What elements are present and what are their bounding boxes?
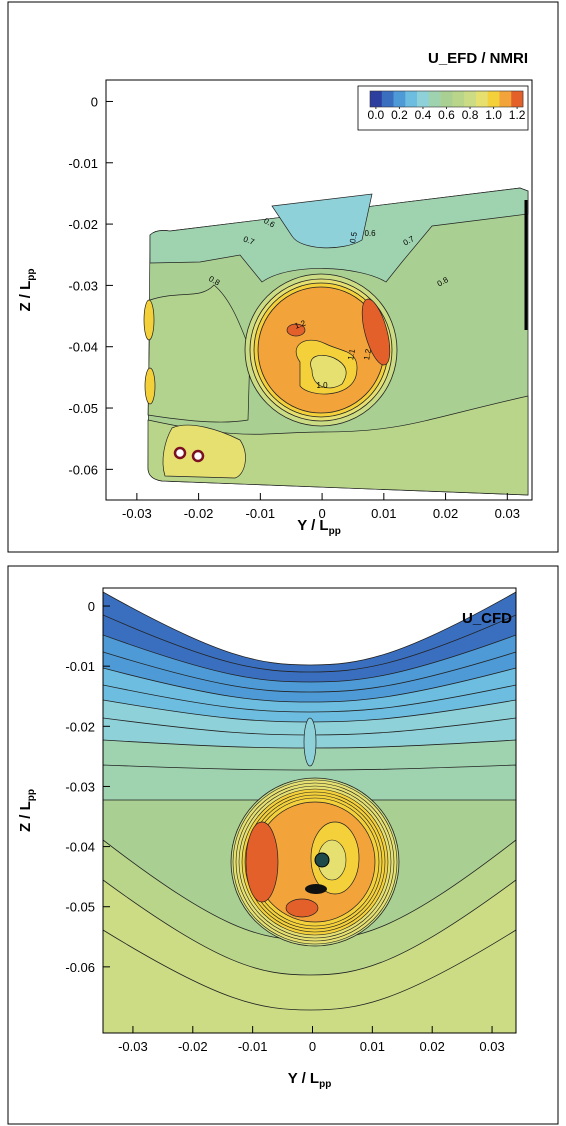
x-tick-label: -0.01 bbox=[246, 506, 276, 521]
contour-region bbox=[286, 323, 306, 337]
y-axis-label: Z / Lpp bbox=[17, 268, 37, 311]
chart-title: U_EFD / NMRI bbox=[428, 50, 528, 67]
x-tick-label: -0.01 bbox=[238, 1039, 268, 1054]
contour-region bbox=[245, 821, 279, 903]
contour-label: 0.5 bbox=[348, 231, 359, 244]
contour-field bbox=[143, 187, 529, 496]
y-tick-label: -0.01 bbox=[65, 659, 95, 674]
y-tick-label: -0.04 bbox=[65, 840, 95, 855]
colorbar-swatch bbox=[499, 91, 512, 107]
y-tick-label: 0 bbox=[88, 599, 95, 614]
x-tick-label: -0.02 bbox=[178, 1039, 208, 1054]
x-axis-label-text: Y / L bbox=[288, 1070, 319, 1087]
x-axis-label-subscript: pp bbox=[319, 1079, 331, 1090]
contour-region bbox=[144, 367, 156, 405]
contour-region bbox=[143, 299, 155, 341]
contour-label: 0.7 bbox=[242, 235, 256, 247]
x-tick-label: 0.01 bbox=[360, 1039, 385, 1054]
x-axis-label: Y / Lpp bbox=[288, 1070, 332, 1090]
colorbar-swatch bbox=[511, 91, 524, 107]
x-tick-label: -0.03 bbox=[122, 506, 152, 521]
contour-region bbox=[103, 929, 516, 1033]
y-tick-label: -0.05 bbox=[65, 900, 95, 915]
y-tick-label: -0.03 bbox=[68, 278, 98, 293]
y-axis-label-subscript: pp bbox=[26, 268, 37, 280]
x-tick-label: 0 bbox=[309, 1039, 316, 1054]
x-tick-label: 0.02 bbox=[420, 1039, 445, 1054]
colorbar-tick-label: 0.2 bbox=[391, 108, 408, 122]
y-tick-label: -0.02 bbox=[68, 217, 98, 232]
y-axis-label: Z / Lpp bbox=[17, 789, 37, 832]
colorbar-tick-label: 0.0 bbox=[368, 108, 385, 122]
contour-region bbox=[162, 424, 246, 479]
x-tick-label: 0.03 bbox=[479, 1039, 504, 1054]
x-tick-label: 0.03 bbox=[495, 506, 520, 521]
contour-region bbox=[147, 284, 251, 423]
colorbar-swatch bbox=[381, 91, 394, 107]
contour-region bbox=[303, 717, 317, 767]
marker-ring bbox=[191, 449, 205, 463]
x-tick-label: 0.01 bbox=[371, 506, 396, 521]
vortex-core bbox=[305, 884, 327, 894]
y-tick-label: -0.02 bbox=[65, 719, 95, 734]
colorbar-swatch bbox=[417, 91, 430, 107]
colorbar-swatch bbox=[464, 91, 477, 107]
contour-label: 0.6 bbox=[364, 229, 376, 238]
vortex-core bbox=[314, 852, 330, 868]
y-tick-label: -0.04 bbox=[68, 340, 98, 355]
colorbar-tick-label: 1.2 bbox=[509, 108, 526, 122]
x-tick-label: -0.03 bbox=[118, 1039, 148, 1054]
colorbar-tick-label: 0.8 bbox=[462, 108, 479, 122]
plot-frame bbox=[105, 79, 533, 501]
colorbar-swatch bbox=[440, 91, 453, 107]
colorbar-swatch bbox=[405, 91, 418, 107]
colorbar-tick-label: 0.6 bbox=[438, 108, 455, 122]
panel-frame bbox=[7, 1, 559, 553]
chart-title: U_CFD bbox=[462, 610, 512, 627]
panel-frame bbox=[7, 565, 559, 1125]
contour-region bbox=[271, 193, 373, 249]
plot-frame bbox=[102, 587, 517, 1034]
y-tick-label: -0.06 bbox=[68, 462, 98, 477]
contour-label: 1.2 bbox=[362, 348, 373, 361]
y-tick-label: -0.03 bbox=[65, 779, 95, 794]
colorbar-swatch bbox=[393, 91, 406, 107]
contour-region bbox=[361, 298, 391, 366]
colorbar-tick-label: 1.0 bbox=[485, 108, 502, 122]
y-tick-label: -0.05 bbox=[68, 401, 98, 416]
y-axis-label-text: Z / L bbox=[17, 281, 34, 312]
colorbar-tick-label: 0.4 bbox=[415, 108, 432, 122]
x-axis-label-subscript: pp bbox=[329, 526, 341, 537]
contour-label: 1.0 bbox=[316, 381, 328, 390]
y-tick-label: -0.01 bbox=[68, 156, 98, 171]
y-tick-label: 0 bbox=[91, 94, 98, 109]
x-tick-label: 0 bbox=[318, 506, 325, 521]
contour-region bbox=[310, 355, 347, 389]
contour-label: 1.1 bbox=[346, 348, 357, 361]
y-tick-label: -0.06 bbox=[65, 960, 95, 975]
colorbar-swatch bbox=[475, 91, 488, 107]
x-axis-label-text: Y / L bbox=[297, 517, 328, 534]
colorbar-swatch bbox=[428, 91, 441, 107]
colorbar-swatch bbox=[370, 91, 383, 107]
y-axis-label-text: Z / L bbox=[17, 801, 34, 832]
colorbar-swatch bbox=[487, 91, 500, 107]
x-tick-label: -0.02 bbox=[184, 506, 214, 521]
contour-label: 1.2 bbox=[293, 318, 307, 330]
x-tick-label: 0.02 bbox=[433, 506, 458, 521]
contour-field bbox=[103, 591, 516, 1033]
y-axis-label-subscript: pp bbox=[26, 789, 37, 801]
colorbar-swatch bbox=[452, 91, 465, 107]
x-axis-label: Y / Lpp bbox=[297, 517, 341, 537]
contour-region bbox=[285, 898, 319, 918]
marker-ring bbox=[173, 446, 187, 460]
